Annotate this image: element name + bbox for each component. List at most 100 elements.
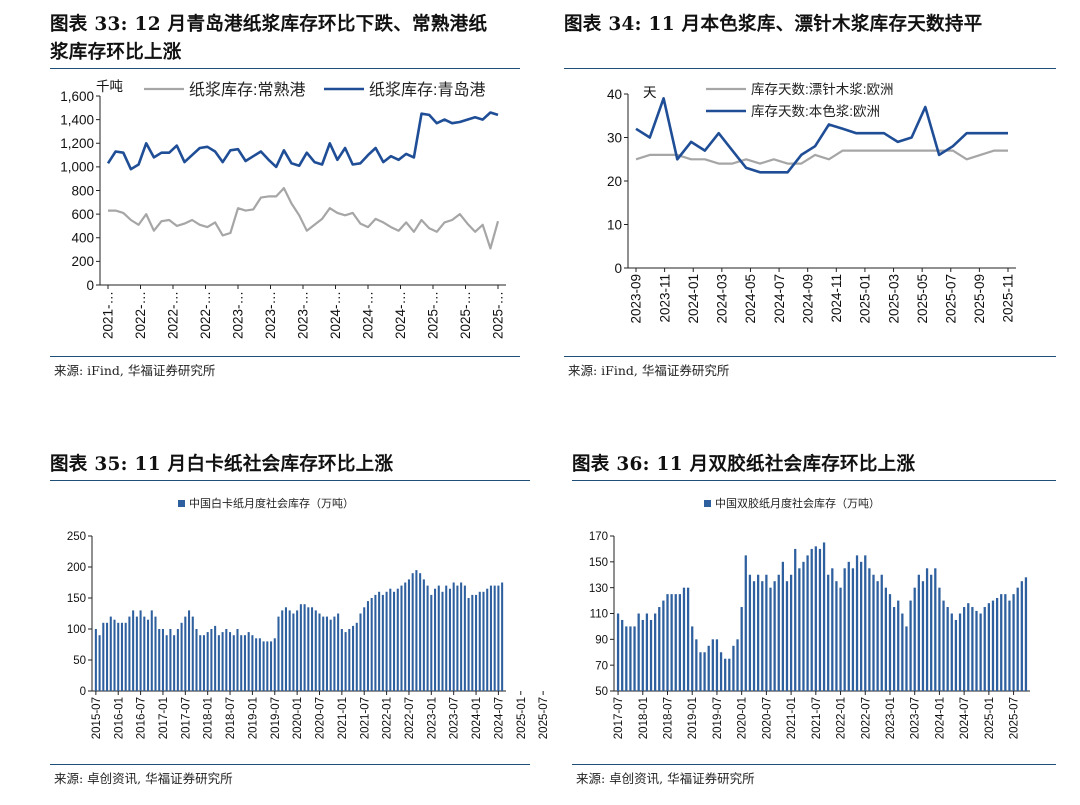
x-tick-label: 2025-07	[943, 274, 958, 324]
x-tick-label: 2022-…	[133, 291, 148, 339]
bar	[251, 635, 254, 691]
source-rule	[564, 356, 1056, 357]
panel-title: 图表 33: 12 月青岛港纸浆库存环比下跌、常熟港纸	[50, 14, 488, 35]
bar	[154, 616, 157, 691]
bar	[426, 585, 429, 691]
bar	[645, 613, 649, 691]
bar	[296, 610, 299, 691]
bar	[288, 610, 291, 691]
y-tick-label: 110	[590, 609, 608, 621]
title-rule	[50, 68, 520, 69]
bar	[381, 594, 384, 691]
bar	[180, 622, 183, 691]
bar	[917, 574, 920, 691]
bar	[880, 574, 883, 691]
bar	[954, 619, 958, 691]
bar	[337, 613, 340, 691]
bar	[195, 629, 198, 691]
y-tick-label: 100	[67, 624, 86, 636]
bar	[827, 574, 830, 691]
x-tick-label: 2025-11	[1001, 274, 1016, 323]
bar	[262, 641, 265, 691]
bar	[128, 616, 131, 691]
bar	[765, 574, 768, 691]
bar	[806, 555, 809, 692]
x-tick-label: 2025-…	[458, 291, 473, 339]
bar	[243, 635, 246, 691]
bar	[761, 581, 764, 691]
bar	[670, 594, 673, 692]
source-note: 来源: 卓创资讯, 华福证券研究所	[576, 771, 755, 786]
bar	[785, 581, 789, 691]
legend-label-2: 纸浆库存:青岛港	[369, 81, 485, 99]
y-tick-label: 1,000	[60, 160, 94, 175]
y-tick-label: 70	[595, 660, 608, 672]
x-tick-label: 2023-…	[263, 291, 278, 339]
x-tick-label: 2025-01	[858, 274, 873, 324]
bar	[463, 585, 466, 691]
bar	[1020, 581, 1023, 691]
bar	[307, 607, 310, 691]
x-tick-label: 2017-07	[180, 697, 192, 739]
bar	[991, 600, 995, 691]
bar	[98, 635, 101, 691]
x-tick-label: 2024-01	[686, 274, 701, 324]
x-tick-label: 2023-11	[657, 274, 672, 323]
bar	[173, 635, 176, 691]
bar	[385, 591, 388, 691]
x-tick-label: 2024-…	[393, 291, 408, 339]
x-tick-label: 2022-01	[382, 697, 394, 739]
bar	[637, 613, 640, 691]
bar	[411, 573, 414, 691]
bar	[202, 635, 205, 691]
bar	[971, 607, 974, 691]
title-rule	[50, 480, 530, 481]
bar	[736, 639, 739, 691]
bar	[686, 587, 690, 691]
bar	[94, 629, 97, 691]
x-tick-label: 2023-01	[426, 697, 438, 739]
bar	[489, 585, 492, 691]
bar	[666, 594, 669, 692]
y-tick-label: 40	[607, 87, 622, 102]
bar	[225, 629, 228, 691]
y-tick-label: 0	[614, 261, 622, 276]
bar	[430, 594, 433, 691]
x-tick-label: 2024-11	[829, 274, 844, 323]
bar	[724, 658, 727, 691]
bar	[299, 604, 302, 691]
bar	[662, 600, 665, 691]
bar	[407, 579, 410, 691]
x-tick-label: 2025-07	[1009, 697, 1021, 739]
bar	[1004, 594, 1007, 692]
bar	[1024, 577, 1028, 691]
bar	[161, 629, 164, 691]
bar	[478, 591, 481, 691]
bar	[901, 613, 904, 691]
source-rule	[50, 764, 530, 765]
bar	[147, 619, 150, 691]
source-note: 来源: 卓创资讯, 华福证券研究所	[54, 771, 233, 786]
bar	[210, 629, 213, 691]
x-tick-label: 2023-…	[231, 291, 246, 339]
bar	[946, 607, 949, 691]
bar	[678, 594, 681, 692]
x-tick-label: 2023-07	[910, 697, 922, 739]
x-tick-label: 2025-…	[426, 291, 441, 339]
bar	[400, 585, 403, 691]
bar	[814, 546, 817, 691]
x-tick-label: 2024-05	[743, 274, 758, 324]
x-tick-label: 2022-07	[860, 697, 872, 739]
x-tick-label: 2022-01	[836, 697, 848, 739]
x-tick-label: 2024-03	[715, 274, 730, 324]
bar	[441, 591, 444, 691]
bar	[139, 610, 142, 691]
bar	[851, 568, 855, 691]
y-tick-label: 50	[73, 655, 86, 667]
x-tick-label: 2019-07	[270, 697, 282, 739]
bar	[124, 622, 127, 691]
y-tick-label: 800	[71, 183, 94, 198]
x-tick-label: 2023-09	[629, 274, 644, 324]
panel-chart-36: 图表 36: 11 月双胶纸社会库存环比上涨 来源: 卓创资讯, 华福证券研究所	[572, 450, 1056, 800]
bar	[292, 613, 295, 691]
